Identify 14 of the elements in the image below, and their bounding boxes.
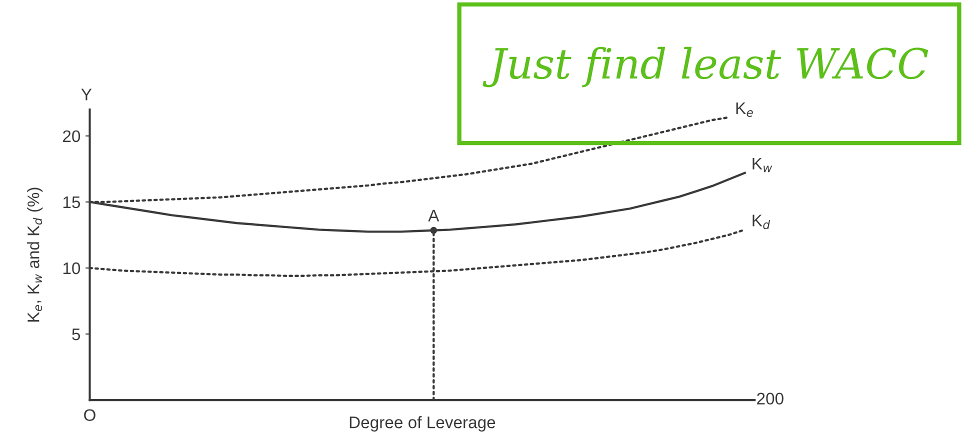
x-axis-title: Degree of Leverage [350, 416, 496, 432]
y-tick-label: 5 [72, 328, 80, 340]
text: Y [81, 88, 92, 100]
y-axis-title: K$_{e}$, K$_{w}$ and K$_{d}$ (%) [27, 188, 43, 322]
text: O [84, 409, 96, 422]
y-tick-label: 15 [63, 196, 80, 208]
y-tick-label: 10 [63, 262, 80, 274]
text: Just find least WACC [482, 46, 928, 88]
series-label: K$_{e}$ [736, 102, 753, 117]
series-label: K$_{w}$ [752, 158, 772, 172]
y-tick-label: 20 [63, 130, 80, 142]
annotation: A [428, 210, 440, 222]
text: 200 [757, 392, 784, 405]
series-label: K$_{d}$ [752, 214, 770, 230]
